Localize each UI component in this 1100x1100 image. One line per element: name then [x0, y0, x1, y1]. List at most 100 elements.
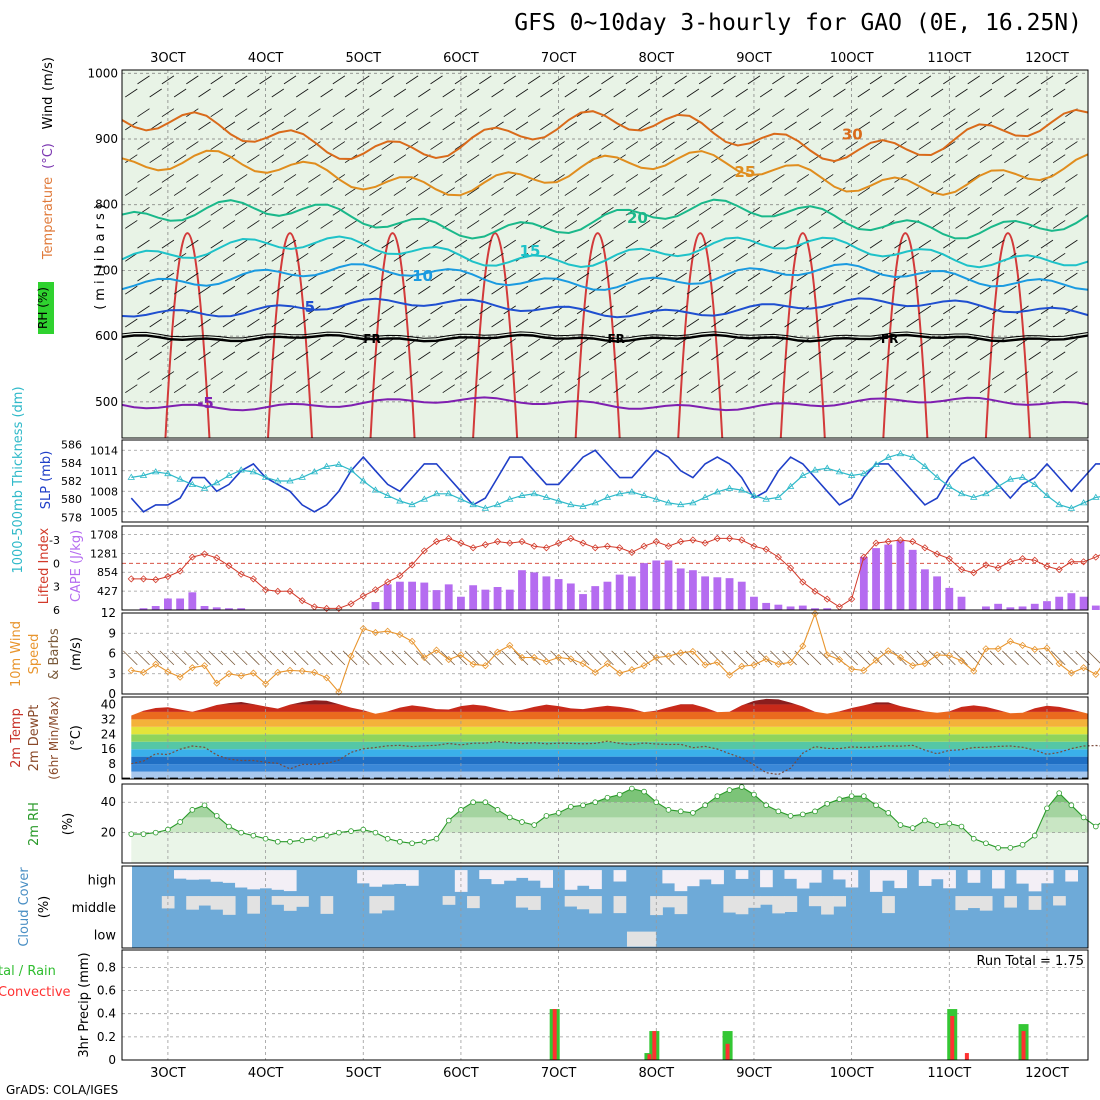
cape-bar [200, 606, 209, 610]
wind-barb [894, 305, 907, 315]
rh-marker [909, 825, 916, 831]
wind-barb [735, 121, 748, 131]
wind-barb [1028, 318, 1041, 328]
wind-barb [479, 371, 492, 380]
wind-barb [344, 285, 358, 295]
wind-barb [918, 272, 932, 282]
wind-barb [173, 154, 187, 164]
wind-speed-marker [555, 653, 563, 662]
wind-barb [613, 220, 626, 229]
rh-marker [653, 799, 660, 806]
wind-speed-marker [152, 660, 160, 668]
wind-barb [686, 318, 700, 328]
wind-speed-marker [1067, 669, 1075, 677]
wind-speed-marker [750, 661, 758, 669]
thickness-marker [335, 460, 343, 467]
cape-bar [188, 592, 197, 610]
rh-marker [885, 810, 892, 816]
cloud-gap-middle [1053, 896, 1066, 906]
cape-bar [481, 589, 490, 610]
wind-speed-marker [262, 680, 270, 688]
wind-barb [1052, 318, 1066, 328]
wind-barb [711, 351, 724, 361]
wind-barb [882, 351, 895, 361]
cape-bar [444, 584, 453, 610]
isotherm-label: 20 [627, 209, 648, 227]
lifted-index-tick-label: 6 [53, 604, 60, 617]
wind-barb [271, 88, 285, 98]
wind-barb [308, 141, 321, 150]
thickness-marker [249, 468, 258, 475]
isotherm-label: 10 [412, 267, 433, 285]
wind-barb [955, 351, 968, 361]
x-tick-label-top: 6OCT [443, 51, 479, 66]
wind-barb [662, 318, 675, 328]
wind-barb [613, 252, 626, 262]
wind-barb [344, 318, 358, 328]
wind-barb [943, 206, 956, 216]
wind-barb [1016, 75, 1029, 85]
wind-barb [198, 252, 211, 262]
wind-barb [198, 285, 211, 295]
wind-barb [723, 338, 736, 348]
wind-barb [562, 650, 578, 666]
lifted-index-marker [860, 553, 868, 561]
rh-marker [677, 808, 684, 815]
wind-barb [220, 650, 236, 666]
wind-speed-marker [713, 658, 721, 666]
wind-barb [125, 351, 138, 361]
rh-marker [213, 813, 220, 819]
wind-barb [491, 88, 504, 98]
wind-barb [416, 650, 431, 666]
thickness-marker [860, 469, 868, 477]
wind-barb [1004, 121, 1017, 131]
wind-barb [930, 220, 944, 229]
thickness-marker [957, 489, 966, 497]
wind-barb [1016, 141, 1029, 150]
wind-barb [894, 239, 907, 249]
rh-marker [409, 840, 415, 847]
convective-bar [652, 1031, 657, 1060]
cloud-gap-middle [283, 896, 297, 911]
wind-barb [589, 318, 602, 328]
wind-barb [894, 338, 907, 348]
wind-barb [295, 252, 309, 262]
wind-barb [882, 187, 895, 196]
wind-barb [564, 285, 578, 295]
lifted-index-marker [262, 586, 270, 594]
wind-barb [161, 206, 175, 216]
wind-barb [247, 187, 260, 196]
wind-speed-marker [677, 649, 685, 657]
wind-barb [967, 75, 980, 85]
wind-barb [479, 141, 492, 150]
day-gridlines [167, 440, 1048, 522]
rh-marker [873, 802, 879, 809]
wind-barb [332, 206, 346, 216]
wind-barb [430, 108, 443, 118]
dewpoint-line [131, 740, 1100, 776]
cloud-gap-middle [186, 896, 199, 910]
isotherm-label: -5 [197, 394, 214, 412]
wind-barb [369, 187, 382, 196]
wind-barb [173, 318, 187, 328]
thickness-marker [689, 499, 697, 506]
wind-barb [367, 650, 382, 666]
wind-barb [698, 75, 712, 85]
wind-speed-marker [909, 662, 917, 670]
wind-barb [759, 121, 773, 131]
cape-tick-label: 1281 [90, 547, 118, 560]
wind-barb [564, 384, 578, 394]
wind-barb [186, 239, 199, 249]
wind-barb [259, 338, 272, 348]
thickness-marker [970, 493, 978, 500]
thickness-marker [982, 489, 990, 497]
wind-barb [845, 239, 858, 249]
cape-bar [237, 608, 246, 610]
lifted-index-marker [689, 536, 697, 544]
cloud-gap-middle [760, 896, 773, 905]
wind-barb [637, 154, 651, 164]
thickness-tick-label: 578 [61, 511, 82, 524]
wind-barb [1040, 371, 1054, 380]
cloud-gap-high [186, 870, 199, 880]
cloud-gap-middle [442, 896, 456, 905]
